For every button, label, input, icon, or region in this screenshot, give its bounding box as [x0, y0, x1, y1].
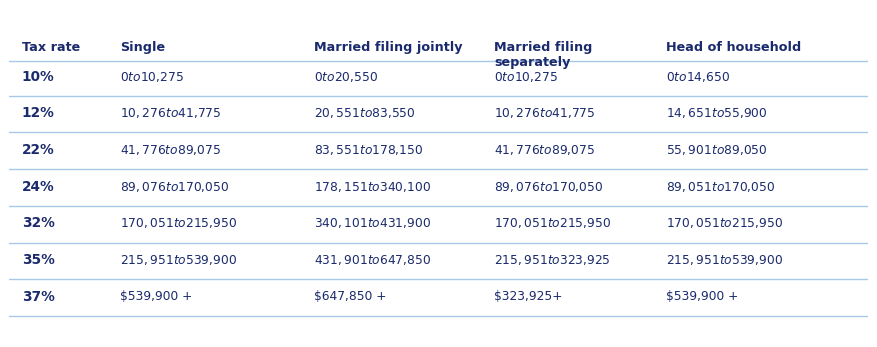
Text: $0 to $14,650: $0 to $14,650 — [667, 70, 731, 84]
Text: $340,101 to $431,900: $340,101 to $431,900 — [314, 217, 431, 230]
Text: Head of household: Head of household — [667, 41, 802, 54]
Text: $89,076 to $170,050: $89,076 to $170,050 — [495, 180, 603, 194]
Text: $55,901 to $89,050: $55,901 to $89,050 — [667, 143, 767, 157]
Text: 24%: 24% — [22, 180, 54, 194]
Text: $41,776 to $89,075: $41,776 to $89,075 — [120, 143, 222, 157]
Text: $10,276 to $41,775: $10,276 to $41,775 — [120, 106, 222, 120]
Text: 22%: 22% — [22, 143, 54, 157]
Text: $89,051 to $170,050: $89,051 to $170,050 — [667, 180, 775, 194]
Text: $170,051 to $215,950: $170,051 to $215,950 — [120, 217, 238, 230]
Text: $170,051 to $215,950: $170,051 to $215,950 — [495, 217, 611, 230]
Text: Married filing
separately: Married filing separately — [495, 41, 593, 69]
Text: $539,900 +: $539,900 + — [667, 290, 738, 303]
Text: 37%: 37% — [22, 290, 54, 304]
Text: $89,076 to $170,050: $89,076 to $170,050 — [120, 180, 230, 194]
Text: $20,551 to $83,550: $20,551 to $83,550 — [314, 106, 416, 120]
Text: $170,051 to $215,950: $170,051 to $215,950 — [667, 217, 783, 230]
Text: 12%: 12% — [22, 106, 54, 120]
Text: Single: Single — [120, 41, 166, 54]
Text: $215,951 to $323,925: $215,951 to $323,925 — [495, 253, 611, 267]
Text: $41,776 to $89,075: $41,776 to $89,075 — [495, 143, 595, 157]
Text: $323,925+: $323,925+ — [495, 290, 563, 303]
Text: Married filing jointly: Married filing jointly — [314, 41, 462, 54]
Text: $539,900 +: $539,900 + — [120, 290, 193, 303]
Text: $0 to $20,550: $0 to $20,550 — [314, 70, 378, 84]
Text: $215,951 to $539,900: $215,951 to $539,900 — [667, 253, 783, 267]
Text: $178,151 to $340,100: $178,151 to $340,100 — [314, 180, 431, 194]
Text: $215,951 to $539,900: $215,951 to $539,900 — [120, 253, 238, 267]
Text: 10%: 10% — [22, 70, 54, 84]
Text: $647,850 +: $647,850 + — [314, 290, 386, 303]
Text: $0 to $10,275: $0 to $10,275 — [495, 70, 559, 84]
Text: 35%: 35% — [22, 253, 54, 267]
Text: $10,276 to $41,775: $10,276 to $41,775 — [495, 106, 595, 120]
Text: $14,651 to $55,900: $14,651 to $55,900 — [667, 106, 767, 120]
Text: $431,901 to $647,850: $431,901 to $647,850 — [314, 253, 431, 267]
Text: $83,551 to $178,150: $83,551 to $178,150 — [314, 143, 424, 157]
Text: $0 to $10,275: $0 to $10,275 — [120, 70, 184, 84]
Text: Tax rate: Tax rate — [22, 41, 80, 54]
Text: 32%: 32% — [22, 217, 54, 230]
